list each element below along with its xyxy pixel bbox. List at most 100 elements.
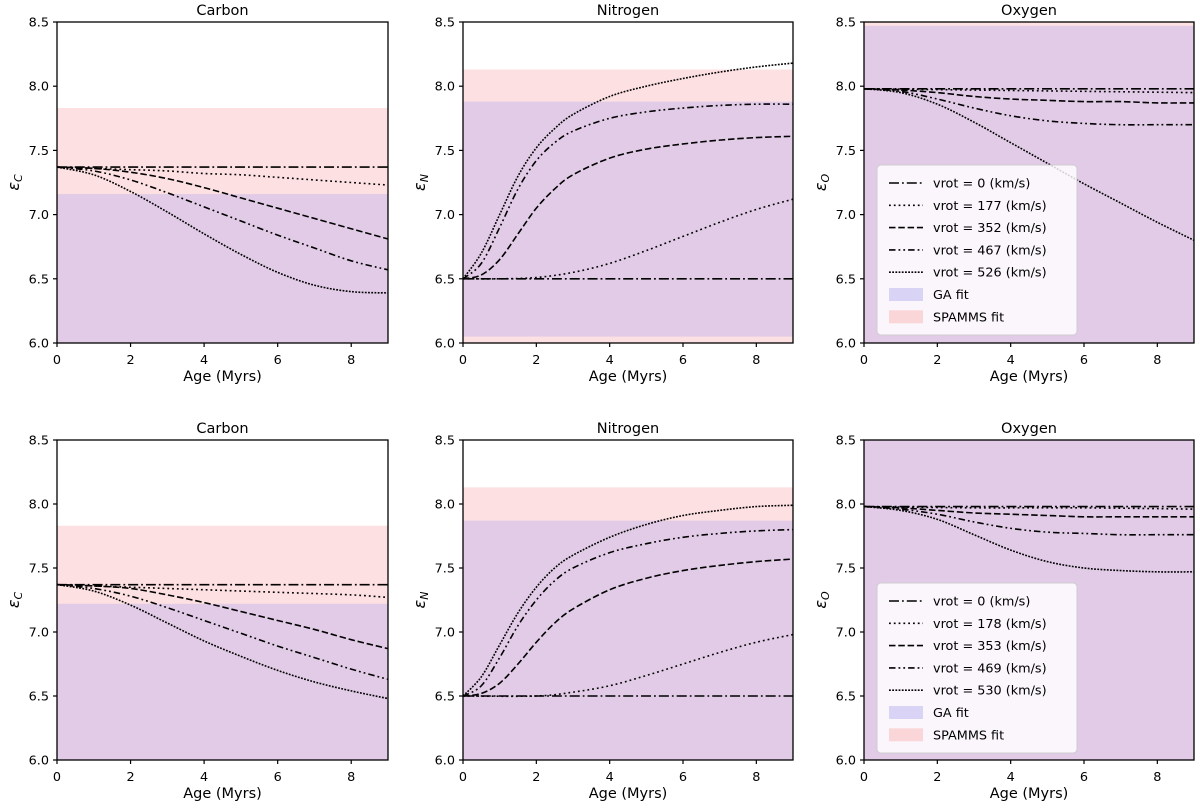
x-tick-label: 4: [1007, 770, 1015, 785]
x-tick-label: 0: [860, 353, 868, 368]
x-tick-label: 0: [53, 353, 61, 368]
curve-vrot-530-km-s: [863, 505, 1195, 573]
subplot-oxygen-bottom: vrot = 0 (km/s) vrot = 178 (km/s) vrot = 3…: [811, 421, 1195, 802]
y-tick-label: 8.5: [29, 16, 49, 31]
x-tick-label: 8: [752, 353, 760, 368]
axes-frame: [56, 439, 389, 761]
y-axis-label: εO: [811, 174, 832, 192]
legend-box: [876, 164, 1078, 336]
legend-swatch: [889, 310, 923, 324]
x-tick-label: 8: [347, 770, 355, 785]
curve-vrot-352-km-s: [863, 87, 1195, 104]
x-tick-label: 4: [200, 353, 208, 368]
x-tick-label: 8: [1153, 770, 1161, 785]
y-axis-label: εN: [410, 592, 431, 609]
legend-label: GA fit: [933, 288, 969, 303]
plot-title: Oxygen: [1001, 421, 1057, 437]
legend-label: vrot = 469 (km/s): [933, 661, 1047, 676]
legend-label: SPAMMS fit: [933, 310, 1004, 325]
y-tick-label: 6.5: [836, 272, 856, 287]
y-tick-label: 6.0: [836, 337, 856, 352]
curve-vrot-469-km-s: [56, 583, 389, 681]
x-tick-label: 2: [126, 770, 134, 785]
x-tick-label: 2: [532, 770, 540, 785]
y-tick-label: 7.5: [435, 562, 455, 577]
legend-label: vrot = 467 (km/s): [933, 243, 1047, 258]
x-tick-label: 8: [347, 353, 355, 368]
x-tick-label: 6: [274, 353, 282, 368]
y-tick-label: 6.0: [435, 337, 455, 352]
x-tick-label: 2: [532, 353, 540, 368]
legend-entry-ga-fit: GA fit: [889, 288, 969, 303]
y-tick-label: 7.5: [29, 562, 49, 577]
y-tick-label: 8.0: [836, 80, 856, 95]
y-tick-label: 8.5: [836, 16, 856, 31]
plot-title: Oxygen: [1001, 3, 1057, 19]
curve-vrot-467-km-s: [56, 166, 389, 271]
legend-label: vrot = 530 (km/s): [933, 684, 1047, 699]
spamms-fit-band: [57, 525, 388, 760]
x-tick-label: 6: [679, 770, 687, 785]
y-tick-label: 8.5: [435, 434, 455, 449]
curve-vrot-467-km-s: [863, 87, 1194, 126]
y-tick-label: 8.5: [29, 434, 49, 449]
x-tick-label: 4: [606, 353, 614, 368]
legend-entry-vrot-526-km-s: vrot = 526 (km/s): [889, 266, 1047, 281]
axes-frame: [863, 21, 1195, 344]
plot-title: Nitrogen: [597, 3, 659, 19]
x-axis-label: Age (Myrs): [990, 786, 1069, 802]
y-tick-label: 8.0: [435, 498, 455, 513]
legend-swatch: [889, 288, 923, 301]
curve-vrot-530-km-s: [56, 583, 389, 700]
y-axis-label: εN: [410, 174, 431, 191]
axes-frame: [863, 439, 1195, 761]
legend-entry-vrot-0-km-s: vrot = 0 (km/s): [889, 595, 1030, 610]
curve-vrot-353-km-s: [863, 505, 1194, 518]
plot-title: Carbon: [196, 3, 248, 19]
y-tick-label: 6.5: [836, 690, 856, 705]
legend-entry-vrot-177-km-s: vrot = 177 (km/s): [889, 199, 1047, 214]
x-tick-label: 4: [1007, 353, 1015, 368]
y-tick-label: 6.0: [29, 337, 49, 352]
x-tick-label: 4: [200, 770, 208, 785]
y-tick-label: 8.0: [29, 498, 49, 513]
curve-vrot-353-km-s: [462, 558, 794, 697]
y-tick-label: 7.0: [435, 208, 455, 223]
y-tick-label: 6.5: [29, 272, 49, 287]
x-tick-label: 2: [933, 770, 941, 785]
legend-entry-vrot-352-km-s: vrot = 352 (km/s): [889, 221, 1047, 236]
axes-frame: [56, 21, 389, 344]
x-axis-label: Age (Myrs): [183, 786, 262, 802]
x-axis-label: Age (Myrs): [183, 369, 262, 385]
subplot-carbon-top: 0 2 4 6 8 6.0 6.5 7.0 7.5 8.0 8.5 Carbon Age (Myrs) ε…: [4, 3, 389, 385]
subplot-nitrogen-top: 0 2 4 6 8 6.0 6.5 7.0 7.5 8.0 8.5 Nitrogen Age (Myrs…: [410, 3, 794, 385]
y-tick-label: 6.0: [29, 754, 49, 769]
y-tick-label: 8.5: [435, 16, 455, 31]
y-tick-label: 7.0: [29, 208, 49, 223]
curve-vrot-530-km-s: [462, 504, 794, 697]
x-tick-label: 4: [606, 770, 614, 785]
curve-vrot-352-km-s: [56, 166, 389, 240]
y-tick-label: 7.5: [836, 562, 856, 577]
x-tick-label: 6: [1080, 353, 1088, 368]
legend-label: vrot = 526 (km/s): [933, 266, 1047, 281]
y-tick-label: 7.0: [836, 626, 856, 641]
x-tick-label: 0: [459, 770, 467, 785]
x-tick-label: 8: [1153, 353, 1161, 368]
y-axis-label: εC: [4, 174, 25, 191]
y-tick-label: 7.0: [435, 626, 455, 641]
legend-box: [876, 582, 1078, 754]
curve-vrot-526-km-s: [863, 87, 1195, 241]
ga-fit-band: [463, 101, 793, 337]
legend-label: vrot = 353 (km/s): [933, 639, 1047, 654]
plot-title: Nitrogen: [597, 421, 659, 437]
legend-label: vrot = 0 (km/s): [933, 177, 1030, 192]
y-axis-label: εC: [4, 592, 25, 609]
axes-frame: [462, 439, 794, 761]
legend-entry-vrot-530-km-s: vrot = 530 (km/s): [889, 684, 1047, 699]
x-tick-label: 8: [752, 770, 760, 785]
legend: vrot = 0 (km/s) vrot = 177 (km/s) vrot = 3…: [876, 164, 1078, 336]
spamms-fit-band: [463, 69, 793, 343]
